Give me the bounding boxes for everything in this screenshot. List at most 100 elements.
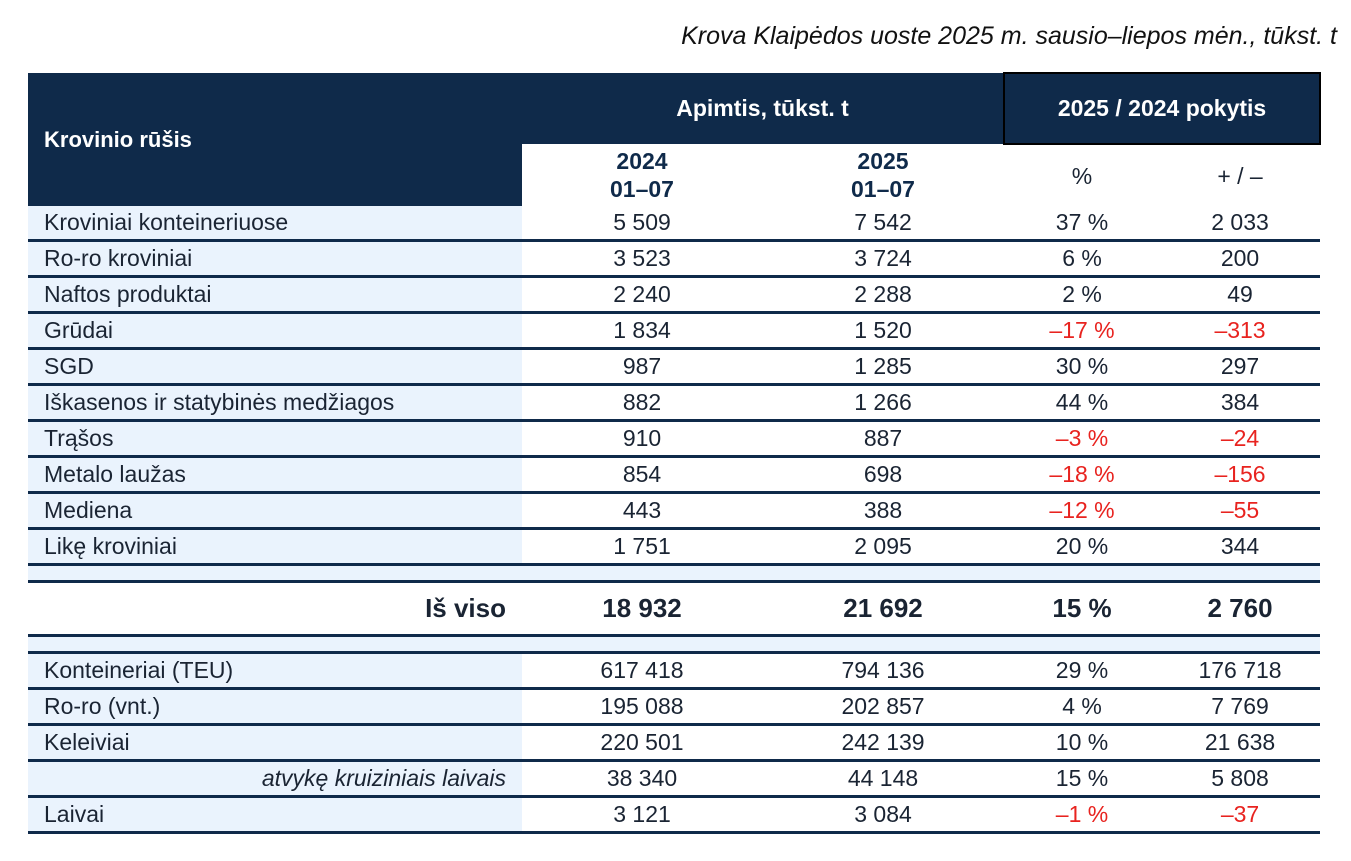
table-row: SGD 987 1 285 30 % 297 [28,348,1321,386]
cell-v2025: 794 136 [762,652,1005,690]
cell-diff: 7 769 [1160,688,1321,726]
cell-v2024: 910 [522,420,762,458]
cell-v2024: 3 523 [522,240,762,278]
table-row: atvykę kruiziniais laivais 38 340 44 148 15… [28,760,1321,798]
header-2024-period: 01–07 [610,176,674,202]
cargo-table: Krovinio rūšis Apimtis, tūkst. t 2025 / … [28,72,1322,834]
table-row: Trąšos 910 887 –3 % –24 [28,420,1321,458]
cell-v2024: 220 501 [522,724,762,762]
cell-v2025: 44 148 [762,760,1005,798]
header-2024: 2024 01–07 [522,144,762,206]
table-row: Iškasenos ir statybinės medžiagos 882 1 26… [28,384,1321,422]
cell-diff: 200 [1160,240,1321,278]
cell-v2024: 2 240 [522,276,762,314]
cell-v2025: 698 [762,456,1005,494]
header-diff: + / – [1160,144,1321,206]
cell-v2025: 242 139 [762,724,1005,762]
cell-pct: 20 % [1004,528,1161,566]
spacer-cell [522,635,762,654]
cell-label: Grūdai [28,312,522,350]
cell-pct: 10 % [1004,724,1161,762]
cell-pct: 44 % [1004,384,1161,422]
cell-diff: 297 [1160,348,1321,386]
cell-label: Keleiviai [28,724,522,762]
cell-v2025: 1 520 [762,312,1005,350]
cell-diff: –55 [1160,492,1321,530]
cell-v2024: 882 [522,384,762,422]
total-label: Iš viso [28,581,522,637]
spacer-cell [28,564,522,583]
spacer-cell [28,635,522,654]
cell-v2025: 388 [762,492,1005,530]
cell-pct: 2 % [1004,276,1161,314]
header-cargo-type: Krovinio rūšis [28,73,522,206]
table-row: Keleiviai 220 501 242 139 10 % 21 638 [28,724,1321,762]
cell-diff: –37 [1160,796,1321,834]
spacer-cell [762,564,1005,583]
cell-label: Kroviniai konteineriuose [28,206,522,242]
total-v2025: 21 692 [762,581,1005,637]
spacer-row [28,635,1321,654]
cell-label: Konteineriai (TEU) [28,652,522,690]
total-v2024: 18 932 [522,581,762,637]
table-row: Mediena 443 388 –12 % –55 [28,492,1321,530]
cell-diff: 384 [1160,384,1321,422]
cell-label: Ro-ro kroviniai [28,240,522,278]
header-2025-year: 2025 [857,148,909,174]
total-pct: 15 % [1004,581,1161,637]
cell-v2025: 3 084 [762,796,1005,834]
spacer-cell [1004,564,1161,583]
cell-v2025: 3 724 [762,240,1005,278]
cell-label: Naftos produktai [28,276,522,314]
cell-label: Laivai [28,796,522,834]
cell-label: SGD [28,348,522,386]
table-row: Ro-ro kroviniai 3 523 3 724 6 % 200 [28,240,1321,278]
cell-diff: 2 033 [1160,206,1321,242]
header-change: 2025 / 2024 pokytis [1003,72,1322,145]
cell-pct: –17 % [1004,312,1161,350]
cell-label: Likę kroviniai [28,528,522,566]
cell-diff: 344 [1160,528,1321,566]
cell-diff: 5 808 [1160,760,1321,798]
cell-pct: –18 % [1004,456,1161,494]
table-row: Laivai 3 121 3 084 –1 % –37 [28,796,1321,834]
table-row: Metalo laužas 854 698 –18 % –156 [28,456,1321,494]
cell-pct: 30 % [1004,348,1161,386]
cell-pct: 6 % [1004,240,1161,278]
cell-label: Metalo laužas [28,456,522,494]
cell-label: Iškasenos ir statybinės medžiagos [28,384,522,422]
cell-v2024: 854 [522,456,762,494]
spacer-row [28,564,1321,583]
cell-pct: –3 % [1004,420,1161,458]
cell-v2025: 887 [762,420,1005,458]
table-row: Grūdai 1 834 1 520 –17 % –313 [28,312,1321,350]
cell-diff: 21 638 [1160,724,1321,762]
spacer-cell [1160,635,1321,654]
header-2025: 2025 01–07 [762,144,1005,206]
cell-label: Mediena [28,492,522,530]
cell-pct: 15 % [1004,760,1161,798]
cell-v2024: 195 088 [522,688,762,726]
header-2025-period: 01–07 [851,176,915,202]
cell-v2025: 1 285 [762,348,1005,386]
cell-v2025: 1 266 [762,384,1005,422]
cell-v2025: 2 288 [762,276,1005,314]
cell-v2024: 443 [522,492,762,530]
cell-v2025: 7 542 [762,206,1005,242]
header-pct: % [1004,144,1161,206]
cell-pct: 37 % [1004,206,1161,242]
cell-diff: –156 [1160,456,1321,494]
cell-v2024: 3 121 [522,796,762,834]
table-row: Ro-ro (vnt.) 195 088 202 857 4 % 7 769 [28,688,1321,726]
table-row: Likę kroviniai 1 751 2 095 20 % 344 [28,528,1321,566]
header-volume: Apimtis, tūkst. t [522,73,1005,144]
cell-v2025: 202 857 [762,688,1005,726]
table-body: Kroviniai konteineriuose 5 509 7 542 37 % 2 … [28,206,1321,834]
cell-label: atvykę kruiziniais laivais [28,760,522,798]
cell-pct: 29 % [1004,652,1161,690]
spacer-cell [762,635,1005,654]
cell-label: Trąšos [28,420,522,458]
table-row: Kroviniai konteineriuose 5 509 7 542 37 % 2 … [28,206,1321,242]
cell-v2024: 987 [522,348,762,386]
cell-pct: 4 % [1004,688,1161,726]
